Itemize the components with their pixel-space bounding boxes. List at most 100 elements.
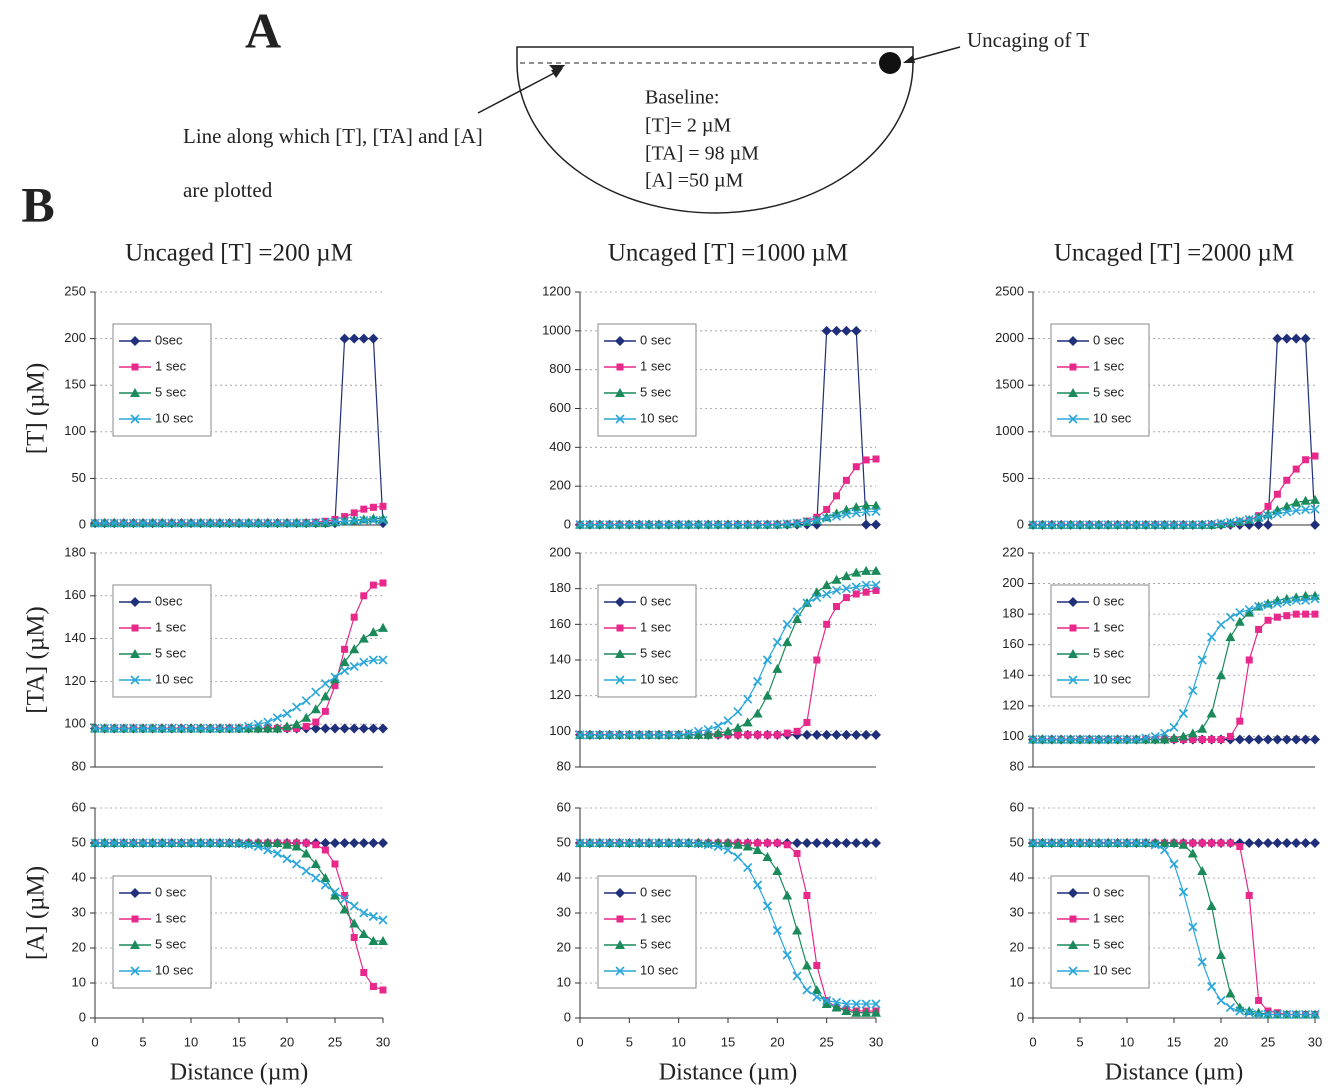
legend-marker	[1068, 940, 1078, 949]
data-point	[1310, 838, 1320, 848]
data-point	[368, 655, 378, 665]
data-point	[341, 892, 349, 899]
data-point	[851, 508, 861, 518]
legend-label: 1 sec	[640, 910, 672, 925]
data-point	[811, 985, 822, 994]
data-point	[349, 838, 360, 848]
data-point	[196, 723, 206, 734]
data-point	[713, 520, 723, 530]
data-point	[634, 730, 644, 740]
data-point	[358, 838, 369, 848]
data-point	[1103, 734, 1113, 745]
data-point	[282, 518, 292, 528]
data-point	[349, 516, 359, 526]
legend-box	[112, 323, 212, 437]
data-point	[310, 704, 321, 714]
data-point	[1281, 333, 1292, 344]
data-point	[360, 505, 368, 513]
data-point	[1225, 632, 1236, 642]
data-point	[138, 723, 148, 734]
data-point	[330, 890, 340, 900]
x-tick-label: 5	[1076, 1034, 1083, 1049]
data-point	[331, 860, 339, 868]
legend-label: 5 sec	[640, 936, 672, 951]
y-tick-label: 220	[1002, 544, 1024, 559]
y-tick-label: 0	[79, 516, 86, 531]
data-point	[654, 520, 664, 530]
legend-marker	[131, 363, 139, 371]
legend-label: 5 sec	[155, 384, 187, 399]
y-tick-label: 30	[557, 904, 571, 919]
data-point	[1235, 608, 1245, 618]
legend-marker	[616, 624, 624, 632]
data-point	[792, 838, 803, 848]
legend-marker	[615, 675, 625, 685]
data-point	[138, 518, 148, 528]
chart: 0 200 400 600 800 1000 1200 Uncaged [T] =1000 µ…	[542, 240, 881, 531]
data-point	[1188, 686, 1198, 696]
data-point	[743, 694, 753, 704]
y-tick-label: 1200	[542, 283, 571, 298]
data-point	[1141, 520, 1151, 530]
data-point	[310, 723, 321, 734]
data-point	[224, 518, 234, 528]
data-point	[821, 999, 832, 1008]
legend-marker	[1068, 597, 1078, 607]
data-point	[291, 719, 302, 729]
x-tick-label: 10	[1120, 1034, 1134, 1049]
data-point	[340, 516, 350, 526]
data-point	[763, 839, 771, 847]
data-point	[1208, 735, 1216, 743]
data-point	[654, 730, 664, 740]
data-point	[1047, 520, 1057, 530]
data-point	[378, 915, 388, 925]
data-point	[1310, 1009, 1320, 1020]
data-point	[358, 723, 369, 734]
y-tick-label: 140	[1002, 667, 1024, 682]
data-point	[773, 839, 781, 847]
data-point	[1235, 516, 1245, 526]
data-point	[128, 518, 138, 528]
data-point	[831, 1002, 842, 1012]
data-point	[176, 518, 186, 528]
y-tick-label: 140	[64, 630, 86, 645]
panel-label: B	[21, 176, 54, 232]
legend-label: 0 sec	[1093, 332, 1125, 347]
data-point	[330, 887, 340, 897]
data-point	[1066, 520, 1076, 530]
data-point	[349, 723, 360, 734]
data-point	[1263, 600, 1273, 610]
data-point	[1273, 490, 1281, 498]
y-tick-label: 30	[72, 904, 86, 919]
data-point	[1150, 734, 1161, 744]
x-tick-label: 15	[232, 1034, 246, 1049]
data-point	[272, 518, 282, 528]
data-point	[821, 325, 832, 336]
data-point	[595, 838, 605, 848]
data-point	[1292, 610, 1300, 618]
y-tick-label: 100	[1002, 728, 1024, 743]
y-tick-label: 80	[72, 758, 86, 773]
data-point	[1169, 520, 1179, 530]
x-axis-label: Distance (µm)	[170, 1060, 308, 1086]
data-point	[157, 723, 167, 734]
data-point	[1189, 735, 1197, 743]
y-tick-label: 1500	[995, 377, 1024, 392]
data-point	[311, 873, 321, 883]
legend-label: 1 sec	[155, 619, 187, 634]
legend-marker	[616, 363, 624, 371]
data-point	[1122, 520, 1132, 530]
data-point	[1244, 607, 1255, 617]
data-point	[792, 613, 803, 623]
data-point	[360, 592, 368, 600]
data-point	[1302, 610, 1310, 618]
legend-box	[112, 584, 212, 698]
data-point	[292, 702, 302, 712]
y-tick-label: 0	[1017, 1009, 1024, 1024]
data-point	[614, 838, 625, 848]
data-point	[782, 950, 792, 960]
data-point	[783, 729, 791, 737]
legend-marker	[615, 888, 625, 898]
data-point	[128, 723, 138, 734]
data-point	[148, 518, 158, 528]
